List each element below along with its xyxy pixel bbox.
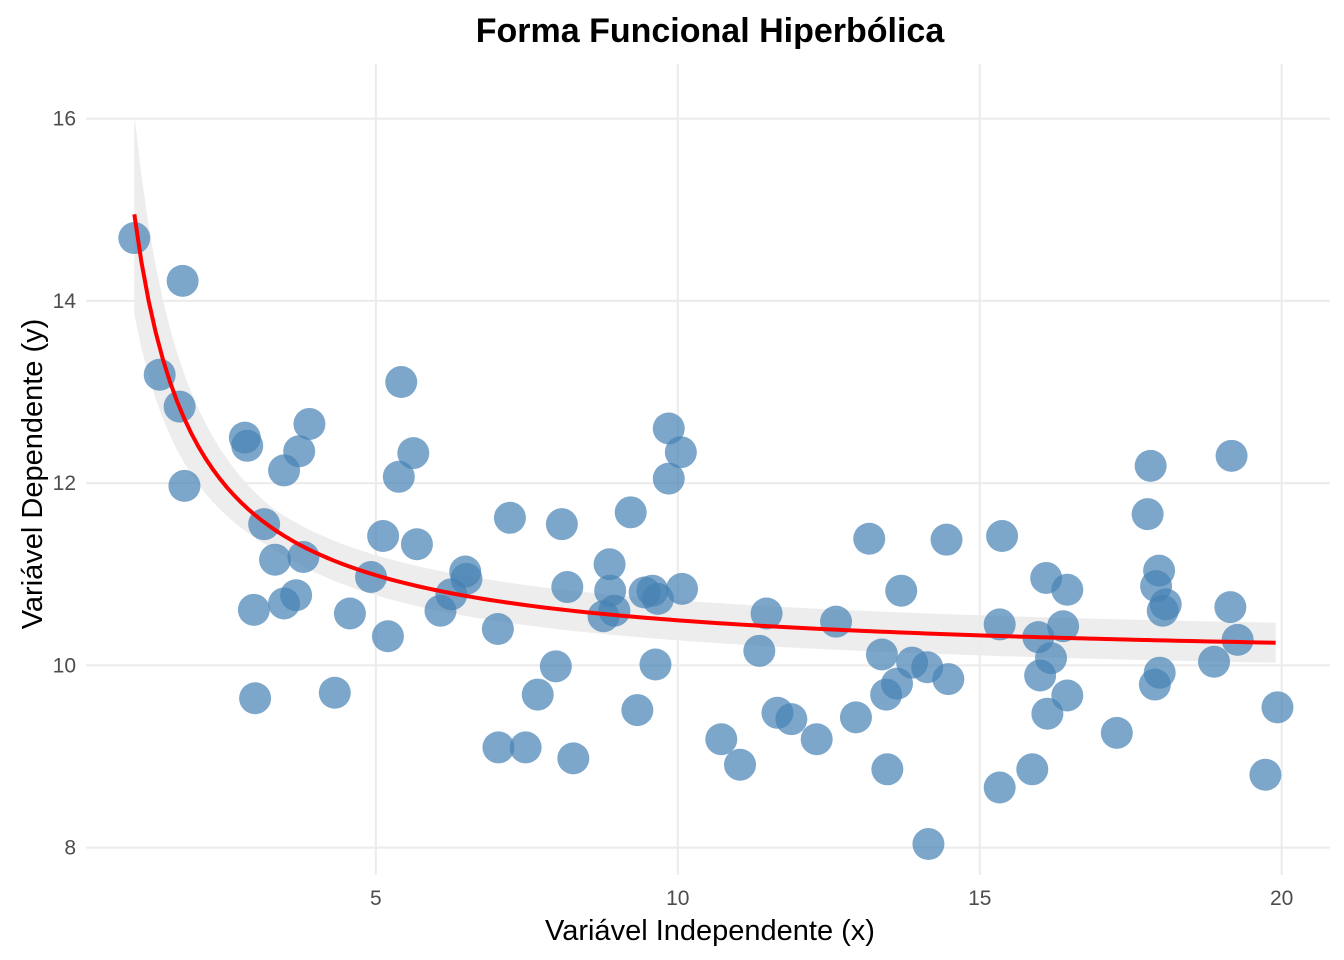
data-point-88 (1134, 449, 1167, 482)
data-point-3 (166, 264, 199, 297)
data-point-84 (1051, 573, 1084, 606)
y-tick-label-16: 16 (53, 108, 76, 131)
data-point-87 (1131, 498, 1164, 531)
data-point-23 (382, 460, 415, 493)
data-point-49 (639, 648, 672, 681)
data-point-2 (143, 358, 176, 391)
data-point-73 (932, 663, 965, 696)
data-point-94 (1149, 588, 1182, 621)
y-tick-label-12: 12 (53, 472, 76, 495)
data-point-68 (885, 574, 918, 607)
data-point-37 (545, 508, 578, 541)
data-point-99 (1249, 758, 1282, 791)
data-point-59 (775, 703, 808, 736)
data-point-60 (800, 723, 833, 756)
data-point-82 (1035, 642, 1068, 675)
data-point-36 (539, 650, 572, 683)
fit-curve (132, 214, 1276, 645)
y-axis-title: Variável Dependente (y) (17, 319, 49, 630)
data-point-55 (724, 748, 757, 781)
data-point-71 (912, 828, 945, 861)
data-point-1 (118, 222, 151, 255)
data-point-85 (1051, 679, 1084, 712)
data-point-66 (871, 753, 904, 786)
data-point-34 (509, 731, 542, 764)
data-point-51 (652, 462, 685, 495)
data-point-31 (481, 612, 514, 645)
data-point-20 (355, 561, 388, 594)
y-tick-label-10: 10 (53, 654, 76, 677)
data-point-57 (750, 597, 783, 630)
data-point-83 (1047, 610, 1080, 643)
data-point-43 (598, 594, 631, 627)
data-point-48 (641, 582, 674, 615)
data-point-45 (621, 694, 654, 727)
data-point-98 (1221, 623, 1254, 656)
data-point-76 (983, 771, 1016, 804)
x-tick-label-15: 15 (968, 887, 991, 910)
data-point-86 (1100, 716, 1133, 749)
data-point-33 (482, 731, 515, 764)
y-tick-label-14: 14 (53, 290, 77, 313)
data-point-17 (239, 682, 272, 715)
data-point-44 (614, 496, 647, 529)
data-point-75 (986, 520, 1019, 553)
fit-line (132, 214, 1276, 645)
data-point-50 (652, 412, 685, 445)
data-point-72 (930, 523, 963, 556)
data-point-64 (865, 638, 898, 671)
data-point-26 (400, 528, 433, 561)
data-point-24 (385, 366, 418, 399)
data-point-52 (664, 436, 697, 469)
data-point-54 (705, 723, 738, 756)
data-point-5 (168, 469, 201, 502)
data-point-18 (318, 676, 351, 709)
data-point-7 (231, 429, 264, 462)
data-point-25 (397, 437, 430, 470)
x-tick-label-20: 20 (1270, 887, 1293, 910)
data-point-10 (293, 407, 326, 440)
data-point-12 (259, 543, 292, 576)
data-point-90 (1143, 554, 1176, 587)
x-axis-title: Variável Independente (x) (545, 915, 875, 947)
y-tick-label-8: 8 (64, 837, 76, 860)
data-point-96 (1215, 439, 1248, 472)
data-point-21 (367, 520, 400, 553)
data-point-38 (551, 571, 584, 604)
data-point-14 (237, 593, 270, 626)
data-point-30 (450, 562, 483, 595)
data-point-22 (371, 620, 404, 653)
data-point-16 (280, 579, 313, 612)
x-tick-label-5: 5 (370, 887, 382, 910)
data-point-97 (1214, 591, 1247, 624)
data-point-19 (333, 597, 366, 630)
data-point-9 (283, 435, 316, 468)
data-point-35 (521, 678, 554, 711)
data-point-39 (557, 742, 590, 775)
chart-title: Forma Funcional Hiperbólica (476, 12, 946, 50)
data-point-92 (1143, 656, 1176, 689)
tick-labels: 5 10 15 20 8 10 12 14 16 (53, 108, 1294, 910)
data-point-63 (853, 522, 886, 555)
data-point-56 (743, 634, 776, 667)
data-point-62 (839, 701, 872, 734)
data-point-74 (983, 608, 1016, 641)
data-point-100 (1261, 691, 1294, 724)
data-points (118, 222, 1294, 861)
data-point-32 (493, 501, 526, 534)
data-point-41 (593, 548, 626, 581)
x-tick-label-10: 10 (666, 887, 689, 910)
data-point-61 (820, 605, 853, 638)
data-point-95 (1198, 645, 1231, 678)
data-point-53 (666, 572, 699, 605)
data-point-77 (1016, 753, 1049, 786)
